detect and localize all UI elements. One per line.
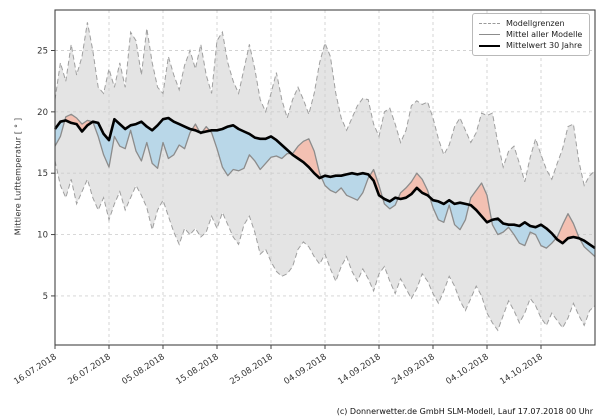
mean-30y-line	[53, 116, 596, 250]
svg-text:05.08.2018: 05.08.2018	[120, 352, 166, 387]
svg-text:14.10.2018: 14.10.2018	[498, 352, 544, 387]
legend-item-mittelwert-30-jahre: Mittelwert 30 Jahre	[479, 40, 582, 51]
y-axis-label: Mittlere Lufttemperatur [ ° ]	[13, 117, 23, 236]
legend-item-mittel-aller-modelle: Mittel aller Modelle	[479, 29, 582, 40]
axis-ticks	[51, 49, 542, 349]
svg-text:04.09.2018: 04.09.2018	[282, 352, 328, 387]
svg-text:25: 25	[37, 46, 48, 56]
svg-text:16.07.2018: 16.07.2018	[12, 352, 58, 387]
legend-label: Modellgrenzen	[506, 19, 565, 28]
svg-text:5: 5	[43, 292, 48, 302]
svg-text:04.10.2018: 04.10.2018	[444, 352, 490, 387]
svg-text:15.08.2018: 15.08.2018	[174, 352, 220, 387]
copyright-caption: (c) Donnerwetter.de GmbH SLM-Modell, Lau…	[336, 407, 593, 416]
chart-legend: Modellgrenzen Mittel aller Modelle Mitte…	[472, 13, 590, 56]
gray-line-icon	[479, 34, 500, 35]
svg-text:10: 10	[37, 231, 48, 241]
legend-label: Mittel aller Modelle	[506, 30, 583, 39]
black-line-icon	[479, 44, 500, 47]
svg-text:24.09.2018: 24.09.2018	[390, 352, 436, 387]
svg-text:14.09.2018: 14.09.2018	[336, 352, 382, 387]
model-mean-line	[54, 113, 596, 258]
svg-text:15: 15	[37, 169, 48, 179]
svg-text:25.08.2018: 25.08.2018	[228, 352, 274, 387]
svg-text:26.07.2018: 26.07.2018	[66, 352, 112, 387]
svg-text:20: 20	[37, 108, 48, 118]
dashed-line-icon	[479, 23, 500, 24]
legend-item-modellgrenzen: Modellgrenzen	[479, 18, 582, 29]
legend-label: Mittelwert 30 Jahre	[506, 41, 583, 50]
